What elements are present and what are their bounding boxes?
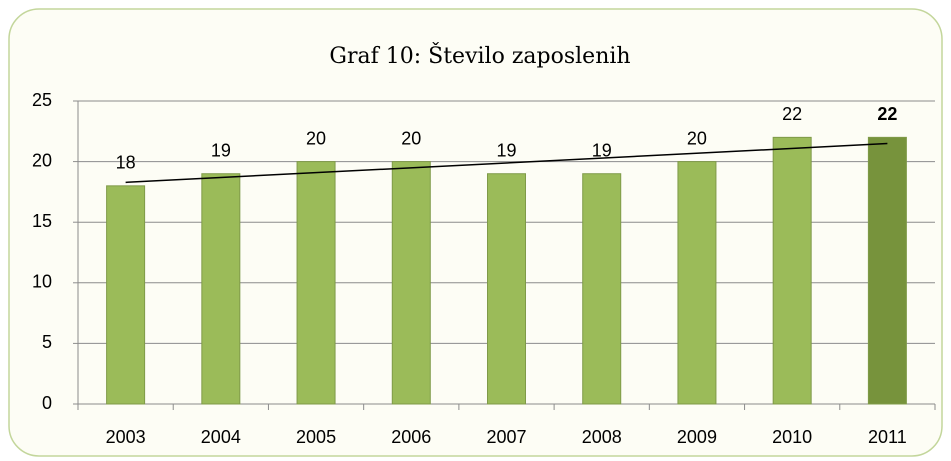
- bar: [201, 173, 241, 405]
- x-tick-label: 2009: [677, 427, 717, 447]
- bar: [677, 161, 717, 405]
- y-tick-label: 0: [42, 393, 52, 413]
- x-tick-label: 2008: [582, 427, 622, 447]
- bar: [391, 161, 431, 405]
- bar: [772, 136, 812, 405]
- value-label: 19: [211, 140, 231, 160]
- value-label: 22: [877, 104, 897, 124]
- x-tick-label: 2005: [296, 427, 336, 447]
- value-label: 20: [401, 128, 421, 148]
- y-tick-label: 10: [32, 272, 52, 292]
- y-tick-label: 25: [32, 90, 52, 110]
- value-label: 20: [687, 128, 707, 148]
- y-tick-label: 15: [32, 211, 52, 231]
- trend-line: [125, 142, 888, 184]
- x-tick-label: 2007: [486, 427, 526, 447]
- x-tick-label: 2004: [201, 427, 241, 447]
- x-tick-label: 2003: [106, 427, 146, 447]
- y-tick-label: 5: [42, 332, 52, 352]
- bar: [106, 185, 146, 405]
- x-tick-label: 2006: [391, 427, 431, 447]
- bar: [296, 161, 336, 405]
- chart-title: Graf 10: Število zaposlenih: [329, 42, 630, 69]
- bar: [582, 173, 622, 405]
- bar: [487, 173, 526, 405]
- value-label: 19: [592, 140, 612, 160]
- x-tick-label: 2010: [772, 427, 812, 447]
- value-label: 22: [782, 104, 802, 124]
- y-tick-label: 20: [32, 150, 52, 170]
- x-tick-label: 2011: [868, 427, 907, 447]
- value-label: 18: [116, 153, 136, 173]
- value-label: 19: [496, 140, 516, 160]
- value-label: 20: [306, 128, 326, 148]
- bar: [867, 136, 907, 405]
